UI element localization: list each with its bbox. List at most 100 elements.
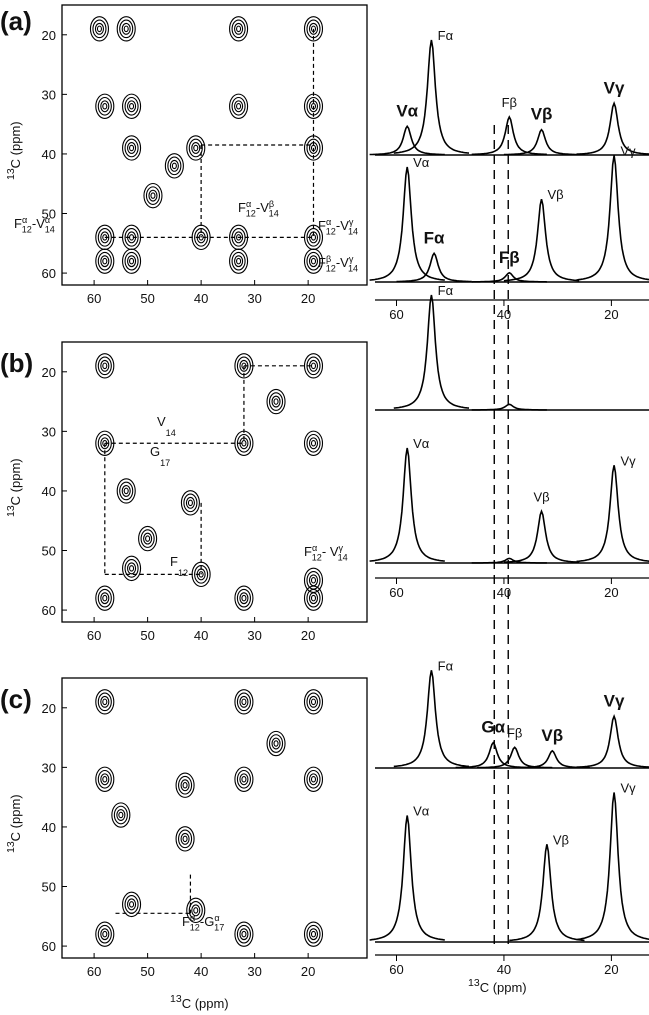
contour-ring [100, 773, 110, 786]
annotation: Fα 12- Vγ 14 [304, 543, 348, 563]
contour-ring [116, 478, 136, 504]
contour-ring [180, 832, 190, 845]
cross-peak [95, 248, 115, 274]
contour-ring [306, 251, 321, 271]
peak-label: Vα [413, 155, 430, 170]
cross-peak [122, 248, 142, 274]
cross-peak [122, 93, 142, 119]
x-tick-label: 20 [301, 291, 315, 306]
spectrum-peak [471, 557, 547, 564]
contour-ring [308, 773, 319, 786]
contour-ring [97, 228, 112, 247]
cross-peak [95, 93, 115, 119]
spectrum-peak [503, 128, 580, 156]
contour-ring [310, 362, 317, 370]
cross-peak [229, 16, 249, 42]
annotation: Fα 12-Vγ 14 [318, 217, 358, 237]
sub-script: 12 [190, 923, 200, 933]
cross-peak [95, 689, 115, 715]
contour-ring [310, 577, 317, 584]
contour-ring [239, 928, 249, 941]
contour-ring [308, 928, 319, 941]
contour-ring [310, 257, 317, 265]
text-part: G [150, 444, 160, 459]
y-tick-label: 40 [42, 484, 56, 499]
sup-script: γ [349, 217, 354, 227]
cross-peak [122, 135, 142, 161]
contour-ring [95, 689, 115, 715]
annotation: 13C (ppm) [5, 458, 23, 517]
contour-ring [229, 248, 249, 274]
contour-ring [306, 924, 321, 944]
annotation: V14 [157, 414, 176, 438]
x-tick-label: 60 [389, 307, 403, 322]
contour-ring [121, 22, 131, 35]
contour-ring [236, 103, 242, 110]
y-tick-label: 20 [42, 365, 56, 380]
contour-ring [266, 388, 286, 415]
contour-ring [180, 779, 190, 792]
spectrum-peak [455, 741, 531, 769]
contour-ring [308, 255, 319, 268]
text-part: -G [200, 914, 214, 929]
contour-ring [97, 769, 112, 789]
spectrum-peak [471, 115, 547, 156]
x-tick-label: 30 [247, 291, 261, 306]
contour-ring [234, 921, 254, 947]
contour-ring [308, 437, 319, 450]
contour-ring [167, 156, 182, 176]
contour-ring [119, 481, 134, 501]
contour-ring [303, 766, 324, 792]
spectrum-peak [369, 124, 445, 156]
text-part: C (ppm) [8, 794, 23, 841]
contour-ring [306, 769, 321, 789]
contour-ring [129, 144, 135, 152]
cross-peak [164, 153, 184, 179]
contour-ring [271, 395, 281, 408]
y-tick-label: 40 [42, 147, 56, 162]
annotation: 13C (ppm) [5, 794, 23, 853]
contour-ring [122, 891, 142, 918]
sub-script: 12 [326, 227, 336, 237]
contour-ring [129, 103, 135, 110]
annotation: 13C (ppm) [170, 993, 229, 1011]
contour-ring [140, 529, 155, 548]
peak-label: Gα [481, 718, 505, 737]
contour-ring [310, 930, 317, 938]
cross-peak [303, 430, 324, 456]
contour-ring [234, 22, 244, 35]
panel-label: (b) [0, 348, 33, 378]
contour-ring [194, 228, 209, 247]
contour-ring [180, 490, 200, 516]
text-part: C (ppm) [480, 980, 527, 995]
x-tick-label: 20 [301, 628, 315, 643]
contour-ring [187, 499, 193, 507]
contour-ring [123, 487, 129, 495]
annotation: Fα 12-Vβ 14 [238, 199, 279, 219]
contour-ring [308, 592, 319, 605]
contour-ring [97, 96, 112, 116]
spectrum-peak [576, 792, 649, 941]
contour-ring [129, 257, 135, 265]
peak-label: Vα [396, 101, 418, 120]
contour-ring [308, 574, 319, 587]
contour-ring [97, 356, 112, 376]
annotation: 13C (ppm) [468, 977, 527, 995]
contour-ring [124, 228, 139, 247]
text-part: F [318, 218, 326, 233]
panel-label: (a) [0, 6, 32, 36]
peak-label: Vβ [541, 726, 563, 745]
cross-peak [122, 555, 142, 582]
cross-peak [89, 16, 110, 42]
contour-ring [306, 588, 321, 608]
cross-peak [186, 135, 206, 161]
contour-ring [127, 255, 137, 268]
x-tick-label: 40 [497, 307, 511, 322]
contour-ring [236, 692, 251, 712]
sup-script: 13 [5, 841, 17, 853]
spectrum-peak [393, 294, 470, 409]
text-part: F [170, 554, 178, 569]
spectrum-peak [576, 100, 649, 155]
cross-peak [180, 490, 200, 516]
contour-ring [100, 695, 110, 708]
